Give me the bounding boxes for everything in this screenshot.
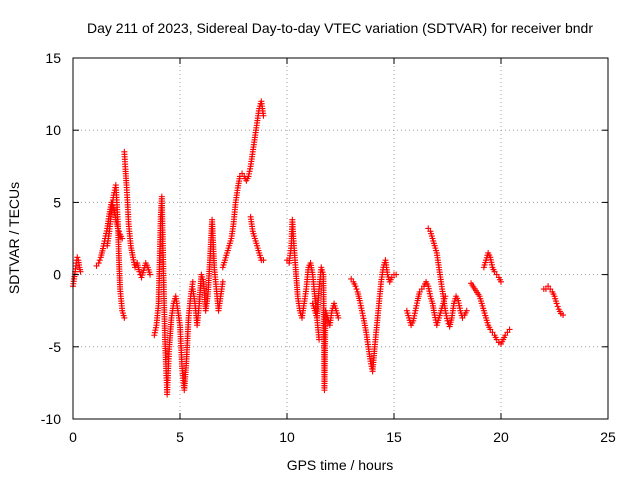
- y-tick-label: 5: [53, 194, 61, 210]
- data-point: [260, 112, 267, 119]
- data-point: [119, 235, 126, 242]
- grid-lines: [73, 58, 608, 419]
- series-seg-a: [70, 254, 84, 290]
- data-point: [498, 278, 504, 285]
- series-seg-k: [348, 257, 400, 375]
- data-point: [444, 317, 451, 324]
- chart-title: Day 211 of 2023, Sidereal Day-to-day VTE…: [87, 20, 593, 36]
- data-point: [219, 278, 226, 285]
- data-point: [506, 326, 513, 333]
- series-seg-o: [480, 249, 504, 285]
- x-tick-label: 20: [493, 429, 509, 445]
- data-point: [136, 268, 143, 275]
- series-seg-i: [284, 216, 323, 343]
- data-point: [147, 271, 154, 278]
- series-seg-c: [104, 182, 128, 321]
- data-point: [463, 307, 470, 314]
- series-seg-m: [425, 225, 470, 330]
- series-seg-h: [247, 213, 267, 264]
- series-seg-d: [121, 148, 154, 281]
- data-point: [96, 257, 103, 264]
- data-points: [70, 98, 567, 398]
- data-point: [316, 336, 323, 343]
- x-tick-label: 0: [69, 429, 77, 445]
- y-axis-label: SDTVAR / TECUs: [6, 182, 22, 294]
- x-tick-label: 15: [386, 429, 402, 445]
- data-point: [560, 312, 567, 319]
- data-point: [353, 286, 360, 293]
- data-point: [260, 257, 267, 264]
- data-point: [77, 268, 84, 275]
- y-tick-label: 15: [45, 50, 61, 66]
- data-point: [393, 271, 400, 278]
- data-point: [352, 283, 359, 290]
- series-seg-f: [189, 216, 226, 329]
- data-point: [553, 300, 560, 307]
- series-seg-l: [403, 278, 449, 329]
- y-tick-label: 0: [53, 267, 61, 283]
- axis-ticks: 0 5 10 15 20 25 -10 -5 0 5 10 15: [41, 50, 616, 445]
- y-tick-label: 10: [45, 122, 61, 138]
- series-seg-g: [219, 98, 267, 271]
- series-seg-e: [151, 193, 196, 398]
- x-tick-label: 5: [176, 429, 184, 445]
- series-seg-j: [309, 264, 342, 394]
- x-tick-label: 10: [279, 429, 295, 445]
- data-point: [554, 303, 561, 310]
- data-point: [121, 314, 128, 321]
- data-point: [95, 260, 102, 267]
- plot-frame: [72, 57, 609, 420]
- series-seg-n: [468, 280, 513, 347]
- y-tick-label: -10: [41, 411, 61, 427]
- data-point: [189, 278, 196, 285]
- x-axis-label: GPS time / hours: [287, 457, 394, 473]
- y-tick-label: -5: [49, 339, 62, 355]
- data-point: [335, 314, 342, 321]
- data-point: [74, 254, 81, 261]
- x-tick-label: 25: [600, 429, 616, 445]
- series-seg-p: [540, 283, 567, 319]
